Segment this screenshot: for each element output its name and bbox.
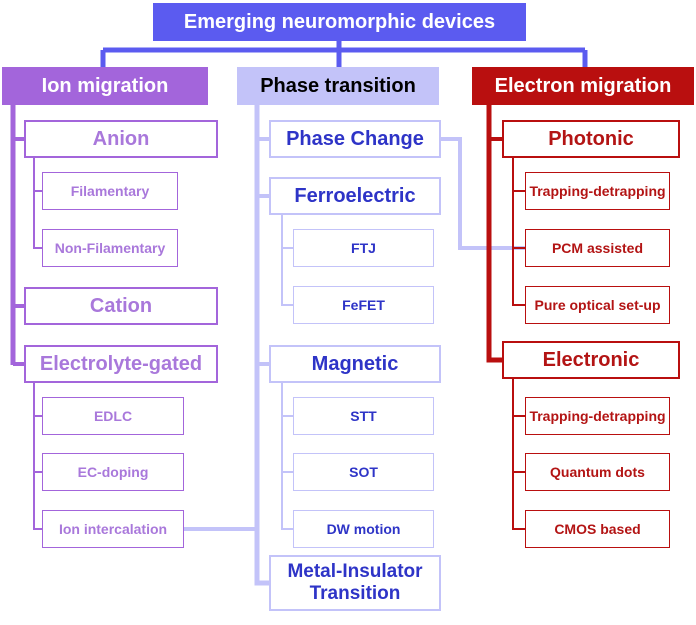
pcm-assisted-node: PCM assisted [525,229,670,267]
connector-15 [254,105,269,586]
metal-insulator-transition-node: Metal-Insulator Transition [269,555,441,611]
stt-node: STT [293,397,434,435]
connector-19 [281,215,293,306]
connector-31 [512,379,525,530]
quantum-dots-node: Quantum dots [525,453,670,491]
photonic-node: Photonic [502,120,680,158]
non-filamentary-node: Non-Filamentary [42,229,178,267]
sot-node: SOT [293,453,434,491]
ftj-node: FTJ [293,229,434,267]
dw-motion-node: DW motion [293,510,434,548]
ferroelectric-node: Ferroelectric [269,177,441,215]
cation-node: Cation [24,287,218,325]
connector-28 [512,158,525,306]
phase-change-node: Phase Change [269,120,441,158]
connector-21 [281,383,293,530]
root-node: Emerging neuromorphic devices [153,3,526,41]
cmos-based-node: CMOS based [525,510,670,548]
connector-12 [33,383,42,530]
electronic-trapping-detrapping-node: Trapping-detrapping [525,397,670,435]
fefet-node: FeFET [293,286,434,324]
filamentary-node: Filamentary [42,172,178,210]
connector-25 [441,137,525,250]
electron-migration-header: Electron migration [472,67,694,105]
electrolyte-gated-node: Electrolyte-gated [24,345,218,383]
photonic-trapping-detrapping-node: Trapping-detrapping [525,172,670,210]
edlc-node: EDLC [42,397,184,435]
ec-doping-node: EC-doping [42,453,184,491]
ion-migration-header: Ion migration [2,67,208,105]
ion-intercalation-node: Ion intercalation [42,510,184,548]
anion-node: Anion [24,120,218,158]
connector-26 [486,105,502,363]
pure-optical-setup-node: Pure optical set-up [525,286,670,324]
electronic-node: Electronic [502,341,680,379]
phase-transition-header: Phase transition [237,67,439,105]
magnetic-node: Magnetic [269,345,441,383]
connector-10 [33,158,42,249]
